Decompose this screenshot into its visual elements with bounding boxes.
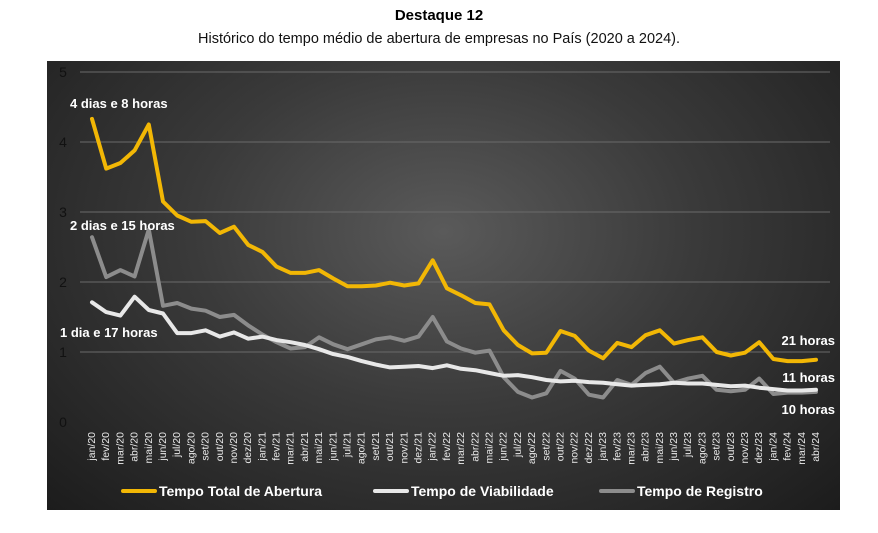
y-tick-label: 4	[59, 134, 67, 150]
series-line	[90, 227, 818, 400]
x-tick-label: ago/23	[696, 432, 708, 464]
x-tick-label: ago/20	[185, 432, 197, 464]
x-tick-label: out/21	[384, 432, 396, 461]
x-tick-label: fev/23	[611, 432, 623, 461]
y-tick-label: 5	[59, 64, 67, 80]
x-tick-label: jul/23	[682, 432, 694, 458]
x-tick-label: set/23	[711, 432, 723, 461]
x-tick-label: dez/20	[242, 432, 254, 464]
x-tick-label: mai/23	[654, 432, 666, 464]
x-tick-label: dez/23	[753, 432, 765, 464]
x-tick-label: jan/23	[597, 432, 609, 462]
x-tick-label: jul/20	[171, 432, 183, 458]
legend-label: Tempo de Registro	[637, 483, 763, 499]
series-line	[90, 294, 818, 393]
x-tick-label: out/20	[214, 432, 226, 461]
x-tick-label: jun/21	[327, 432, 339, 462]
x-tick-label: fev/20	[100, 432, 112, 461]
x-tick-label: set/20	[200, 432, 212, 461]
x-tick-label: fev/22	[441, 432, 453, 461]
x-tick-label: jan/20	[86, 432, 98, 462]
x-tick-label: abr/20	[129, 432, 141, 462]
y-axis: 0 1 2 3 4 5	[59, 64, 67, 430]
data-annotation: 4 dias e 8 horas	[70, 96, 168, 111]
data-annotation: 21 horas	[782, 333, 835, 348]
chart-title: Destaque 12	[394, 7, 484, 24]
x-tick-label: mar/22	[455, 432, 467, 465]
x-tick-label: nov/20	[228, 432, 240, 464]
x-tick-label: dez/22	[583, 432, 595, 464]
x-tick-label: mar/20	[114, 432, 126, 465]
x-tick-label: mai/22	[483, 432, 495, 464]
y-tick-label: 2	[59, 274, 67, 290]
x-tick-label: set/21	[370, 432, 382, 461]
y-tick-label: 3	[59, 204, 67, 220]
data-annotation: 10 horas	[782, 402, 835, 417]
x-tick-label: mar/24	[796, 432, 808, 465]
x-tick-label: ago/21	[356, 432, 368, 464]
x-tick-label: jan/21	[256, 432, 268, 462]
x-tick-label: set/22	[540, 432, 552, 461]
legend: Tempo Total de Abertura Tempo de Viabilid…	[121, 483, 763, 499]
x-tick-label: jan/22	[427, 432, 439, 462]
chart-subtitle: Histórico do tempo médio de abertura de …	[198, 31, 680, 47]
x-tick-label: ago/22	[526, 432, 538, 464]
x-tick-label: out/23	[725, 432, 737, 461]
x-tick-label: out/22	[554, 432, 566, 461]
x-tick-label: abr/23	[640, 432, 652, 462]
x-tick-label: fev/21	[271, 432, 283, 461]
y-tick-label: 1	[59, 344, 67, 360]
data-annotation: 1 dia e 17 horas	[60, 325, 158, 340]
series-lines	[90, 116, 818, 400]
x-tick-label: jun/23	[668, 432, 680, 462]
gridlines	[80, 71, 830, 353]
x-tick-label: fev/24	[782, 432, 794, 461]
x-axis: jan/20 fev/20 mar/20 abr/20 mai/20 jun/20 jul/…	[86, 432, 822, 465]
x-tick-label: jul/21	[342, 432, 354, 458]
x-tick-label: abr/22	[469, 432, 481, 462]
series-line	[90, 116, 818, 364]
x-tick-label: abr/24	[810, 432, 822, 462]
x-tick-label: mar/23	[625, 432, 637, 465]
x-tick-label: abr/21	[299, 432, 311, 462]
data-annotation: 11 horas	[782, 370, 835, 385]
data-annotation: 2 dias e 15 horas	[70, 218, 175, 233]
annotations: 4 dias e 8 horas 2 dias e 15 horas 1 dia e…	[60, 96, 835, 417]
x-tick-label: jun/22	[498, 432, 510, 462]
x-tick-label: jul/22	[512, 432, 524, 458]
x-tick-label: jan/24	[767, 432, 779, 462]
x-tick-label: dez/21	[413, 432, 425, 464]
y-tick-label: 0	[59, 414, 67, 430]
x-tick-label: nov/22	[569, 432, 581, 464]
x-tick-label: nov/23	[739, 432, 751, 464]
legend-label: Tempo de Viabilidade	[411, 483, 554, 499]
x-tick-label: jun/20	[157, 432, 169, 462]
legend-label: Tempo Total de Abertura	[159, 483, 322, 499]
x-tick-label: nov/21	[398, 432, 410, 464]
x-tick-label: mai/20	[143, 432, 155, 464]
x-tick-label: mar/21	[285, 432, 297, 465]
x-tick-label: mai/21	[313, 432, 325, 464]
